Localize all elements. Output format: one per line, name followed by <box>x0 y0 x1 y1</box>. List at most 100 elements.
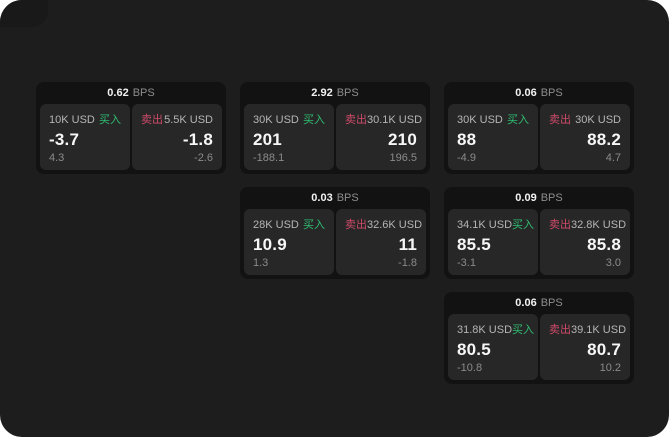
buy-amount: 30K USD <box>253 114 299 126</box>
buy-badge: 买入 <box>303 219 325 231</box>
buy-price: 88 <box>457 130 477 149</box>
buy-panel[interactable]: 30K USD 买入 201 -188.1 <box>244 104 334 170</box>
card-header: 0.09 BPS <box>444 187 634 209</box>
sell-amount: 30.1K USD <box>367 114 423 126</box>
bps-card: 0.09 BPS 34.1K USD 买入 85.5 -3.1 卖出 32.8K… <box>444 187 634 279</box>
sell-badge: 卖出 <box>549 219 571 231</box>
sell-panel[interactable]: 卖出 32.8K USD 85.8 3.0 <box>540 209 630 275</box>
sell-panel-top: 卖出 32.6K USD <box>345 216 422 232</box>
sell-panel[interactable]: 卖出 39.1K USD 80.7 10.2 <box>540 314 630 380</box>
buy-panel-top: 28K USD 买入 <box>253 216 325 232</box>
quote-panels: 28K USD 买入 10.9 1.3 卖出 32.6K USD 11 -1.8 <box>240 209 430 279</box>
card-header: 0.06 BPS <box>444 82 634 104</box>
sell-amount: 32.8K USD <box>571 219 627 231</box>
buy-sub-value: -188.1 <box>253 152 285 164</box>
buy-panel-top: 30K USD 买入 <box>253 111 325 127</box>
bps-unit-label: BPS <box>336 87 359 99</box>
bps-unit-label: BPS <box>540 297 563 309</box>
bps-value: 0.06 <box>515 297 537 309</box>
sell-amount: 39.1K USD <box>571 324 627 336</box>
sell-price: 88.2 <box>587 130 621 149</box>
buy-sub-value: -4.9 <box>457 152 476 164</box>
sell-panel-top: 卖出 30.1K USD <box>345 111 422 127</box>
sell-price: 80.7 <box>587 340 621 359</box>
quote-grid: 0.62 BPS 10K USD 买入 -3.7 4.3 卖出 5.5K USD… <box>36 82 634 384</box>
buy-sub-value: 4.3 <box>49 152 65 164</box>
sell-sub-value: 3.0 <box>605 257 621 269</box>
bps-value: 0.09 <box>515 192 537 204</box>
bps-card: 0.03 BPS 28K USD 买入 10.9 1.3 卖出 32.6K US… <box>240 187 430 279</box>
bps-unit-label: BPS <box>336 192 359 204</box>
bps-value: 0.06 <box>515 87 537 99</box>
buy-badge: 买入 <box>303 114 325 126</box>
sell-price: -1.8 <box>182 130 213 149</box>
bps-unit-label: BPS <box>540 87 563 99</box>
sell-amount: 32.6K USD <box>367 219 423 231</box>
card-header: 0.62 BPS <box>36 82 226 104</box>
sell-badge: 卖出 <box>141 114 163 126</box>
buy-price: 10.9 <box>253 235 287 254</box>
quote-panels: 31.8K USD 买入 80.5 -10.8 卖出 39.1K USD 80.… <box>444 314 634 384</box>
corner-notch <box>0 0 48 27</box>
sell-badge: 卖出 <box>345 219 367 231</box>
sell-panel[interactable]: 卖出 30.1K USD 210 196.5 <box>336 104 426 170</box>
sell-panel[interactable]: 卖出 32.6K USD 11 -1.8 <box>336 209 426 275</box>
buy-price: -3.7 <box>49 130 80 149</box>
sell-price: 85.8 <box>587 235 621 254</box>
buy-sub-value: -10.8 <box>457 362 483 374</box>
card-header: 0.03 BPS <box>240 187 430 209</box>
bps-card: 0.06 BPS 31.8K USD 买入 80.5 -10.8 卖出 39.1… <box>444 292 634 384</box>
sell-panel-top: 卖出 30K USD <box>549 111 621 127</box>
sell-panel-top: 卖出 5.5K USD <box>141 111 213 127</box>
card-header: 2.92 BPS <box>240 82 430 104</box>
sell-panel[interactable]: 卖出 5.5K USD -1.8 -2.6 <box>132 104 222 170</box>
buy-panel-top: 30K USD 买入 <box>457 111 529 127</box>
bps-value: 0.03 <box>311 192 333 204</box>
bps-card: 0.62 BPS 10K USD 买入 -3.7 4.3 卖出 5.5K USD… <box>36 82 226 174</box>
sell-badge: 卖出 <box>549 114 571 126</box>
buy-panel-top: 34.1K USD 买入 <box>457 216 534 232</box>
sell-panel-top: 卖出 32.8K USD <box>549 216 626 232</box>
sell-sub-value: 10.2 <box>599 362 621 374</box>
sell-sub-value: 196.5 <box>389 152 417 164</box>
sell-badge: 卖出 <box>345 114 367 126</box>
sell-panel[interactable]: 卖出 30K USD 88.2 4.7 <box>540 104 630 170</box>
sell-amount: 30K USD <box>575 114 621 126</box>
buy-sub-value: 1.3 <box>253 257 269 269</box>
buy-amount: 30K USD <box>457 114 503 126</box>
sell-price: 210 <box>388 130 417 149</box>
card-header: 0.06 BPS <box>444 292 634 314</box>
buy-badge: 买入 <box>512 219 535 231</box>
buy-amount: 34.1K USD <box>457 219 513 231</box>
buy-panel[interactable]: 31.8K USD 买入 80.5 -10.8 <box>448 314 538 380</box>
buy-badge: 买入 <box>507 114 529 126</box>
buy-panel[interactable]: 28K USD 买入 10.9 1.3 <box>244 209 334 275</box>
bps-card: 0.06 BPS 30K USD 买入 88 -4.9 卖出 30K USD 8… <box>444 82 634 174</box>
bps-card: 2.92 BPS 30K USD 买入 201 -188.1 卖出 30.1K … <box>240 82 430 174</box>
sell-panel-top: 卖出 39.1K USD <box>549 321 626 337</box>
sell-amount: 5.5K USD <box>164 114 213 126</box>
buy-panel[interactable]: 30K USD 买入 88 -4.9 <box>448 104 538 170</box>
bps-value: 0.62 <box>107 87 129 99</box>
buy-price: 80.5 <box>457 340 491 359</box>
sell-price: 11 <box>398 235 417 254</box>
buy-panel-top: 10K USD 买入 <box>49 111 121 127</box>
quote-panels: 10K USD 买入 -3.7 4.3 卖出 5.5K USD -1.8 -2.… <box>36 104 226 174</box>
sell-sub-value: 4.7 <box>605 152 621 164</box>
sell-badge: 卖出 <box>549 324 571 336</box>
buy-panel[interactable]: 10K USD 买入 -3.7 4.3 <box>40 104 130 170</box>
buy-amount: 28K USD <box>253 219 299 231</box>
buy-badge: 买入 <box>99 114 121 126</box>
quote-panels: 34.1K USD 买入 85.5 -3.1 卖出 32.8K USD 85.8… <box>444 209 634 279</box>
buy-panel[interactable]: 34.1K USD 买入 85.5 -3.1 <box>448 209 538 275</box>
buy-sub-value: -3.1 <box>457 257 476 269</box>
bps-value: 2.92 <box>311 87 333 99</box>
bps-unit-label: BPS <box>540 192 563 204</box>
bps-unit-label: BPS <box>132 87 155 99</box>
quote-panels: 30K USD 买入 201 -188.1 卖出 30.1K USD 210 1… <box>240 104 430 174</box>
buy-price: 201 <box>253 130 282 149</box>
buy-amount: 31.8K USD <box>457 324 513 336</box>
sell-sub-value: -2.6 <box>194 152 213 164</box>
buy-price: 85.5 <box>457 235 491 254</box>
